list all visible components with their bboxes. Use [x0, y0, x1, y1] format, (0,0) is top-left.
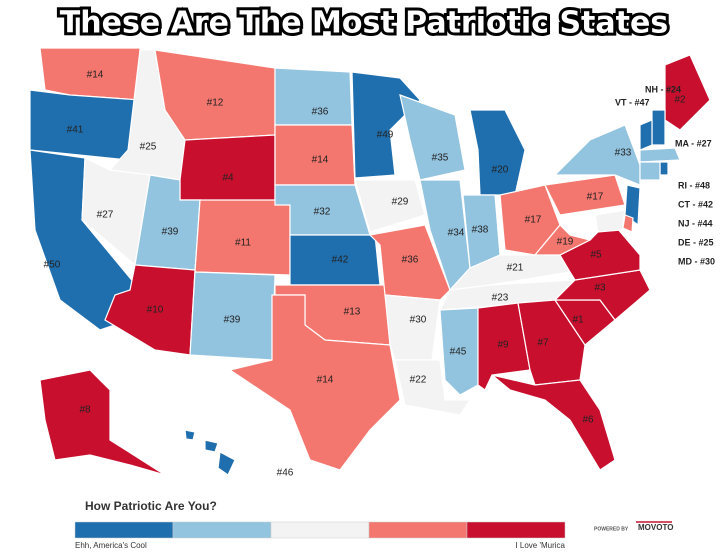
state-shape	[469, 109, 526, 196]
legend-title: How Patriotic Are You?	[85, 499, 217, 513]
state-shape	[228, 294, 401, 471]
state-label: VT - #47	[615, 97, 650, 107]
state-label: #13	[344, 307, 361, 318]
state-label: #14	[87, 70, 104, 81]
legend-bar	[74, 521, 566, 539]
state-label: #21	[507, 263, 524, 274]
state-label: #17	[587, 192, 604, 203]
state-label: #17	[525, 215, 542, 226]
credit-brand: MOVOTO	[638, 523, 673, 532]
credit-prefix: POWERED BY	[594, 526, 629, 532]
state-label: #45	[450, 347, 467, 358]
state-shape	[29, 89, 141, 161]
state-label: #14	[312, 155, 329, 166]
state-shape	[491, 374, 616, 471]
state-label: #5	[590, 250, 602, 261]
state-label: #32	[314, 207, 331, 218]
state-label: #4	[222, 173, 234, 184]
state-shape	[622, 214, 634, 233]
state-shape	[624, 184, 641, 227]
state-label: #11	[235, 238, 251, 249]
state-shape	[659, 161, 669, 176]
state-label: #20	[492, 165, 509, 176]
state-label: MD - #30	[678, 256, 715, 266]
state-shape	[354, 179, 426, 233]
state-label: #25	[140, 142, 157, 153]
state-shape	[559, 219, 641, 281]
state-label: #41	[67, 125, 84, 136]
state-shape	[184, 429, 196, 441]
state-label: #42	[332, 255, 349, 266]
state-label: #1	[572, 315, 584, 326]
state-label: #29	[392, 197, 409, 208]
state-label: NJ - #44	[678, 218, 713, 228]
state-label: #7	[537, 338, 549, 349]
state-label: #27	[97, 210, 114, 221]
state-label: #33	[615, 148, 632, 159]
legend-swatch	[368, 521, 468, 539]
state-label: NH - #24	[645, 84, 681, 94]
state-label: #6	[582, 415, 594, 426]
state-label: #10	[147, 305, 164, 316]
state-label: #9	[497, 340, 509, 351]
legend-swatch	[270, 521, 370, 539]
state-label: #3	[594, 283, 606, 294]
state-shape	[384, 294, 441, 361]
state-shape	[639, 119, 653, 151]
state-label: #2	[674, 95, 686, 106]
state-label: #19	[557, 237, 574, 248]
state-label: #34	[448, 228, 465, 239]
state-shape	[399, 94, 466, 181]
title: These Are The Most Patriotic States	[60, 6, 668, 41]
state-label: #36	[312, 107, 329, 118]
state-label: #46	[277, 468, 294, 479]
state-label: #23	[492, 293, 509, 304]
state-shape	[204, 439, 219, 453]
state-label: #8	[79, 405, 91, 416]
state-label: #22	[410, 375, 427, 386]
state-shape	[394, 359, 472, 416]
state-label: MA - #27	[675, 138, 712, 148]
state-shape	[544, 174, 626, 216]
state-label: RI - #48	[678, 180, 710, 190]
state-label: CT - #42	[678, 199, 713, 209]
state-shape	[439, 307, 479, 396]
state-label: #50	[44, 260, 61, 271]
state-label: #30	[410, 315, 427, 326]
legend-high: I Love 'Murica	[515, 541, 565, 550]
state-shape	[179, 134, 276, 206]
labels: #14 #41 #50 #25 #27 #12 #4 #39 #11 #10 #39 #36 #14 #3…	[44, 70, 715, 479]
state-shape	[533, 224, 592, 256]
state-label: #39	[162, 227, 179, 238]
state-shape	[594, 209, 626, 233]
state-shape	[217, 451, 236, 476]
legend-low: Ehh, America's Cool	[75, 541, 147, 550]
state-label: #38	[472, 225, 489, 236]
state-label: #49	[377, 130, 394, 141]
state-label: #35	[432, 153, 449, 164]
state-shape	[639, 147, 681, 163]
state-label: #36	[402, 255, 419, 266]
states	[29, 47, 711, 476]
legend-swatch	[172, 521, 272, 539]
state-shape	[639, 161, 661, 181]
state-shape	[651, 109, 666, 146]
state-label: #12	[207, 98, 224, 109]
legend-swatch	[466, 521, 566, 539]
state-shape	[39, 369, 166, 476]
state-label: DE - #25	[678, 237, 714, 247]
legend-swatch	[74, 521, 174, 539]
state-label: #39	[224, 315, 241, 326]
state-label: #14	[317, 375, 334, 386]
